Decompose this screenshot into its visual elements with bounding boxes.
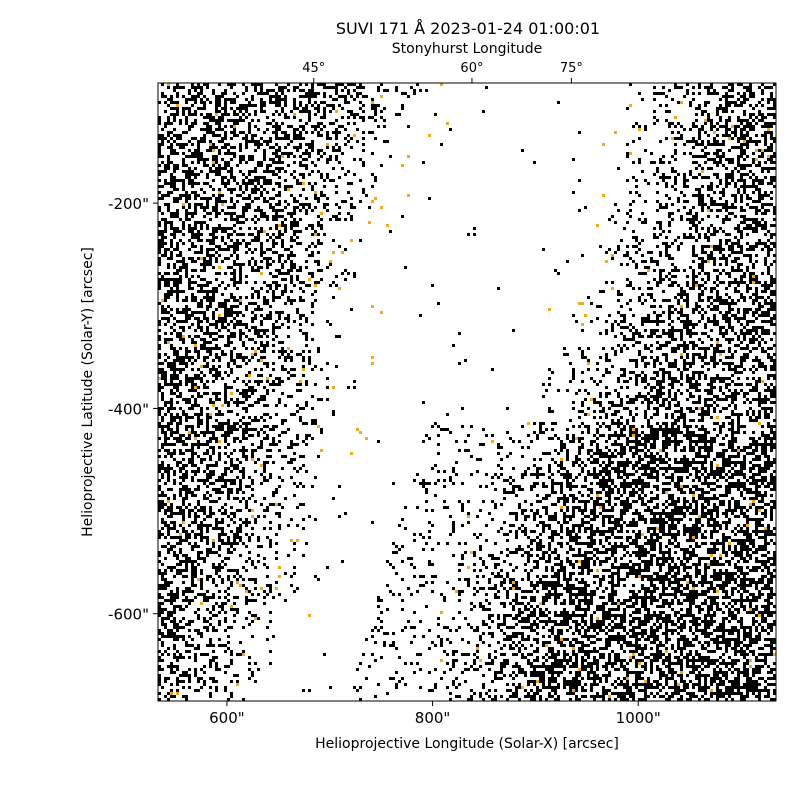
- x-tick-label: 1000": [616, 709, 661, 727]
- top-tick-label: 75°: [560, 61, 583, 76]
- image: [158, 83, 776, 701]
- y-tick-label: -600": [108, 606, 149, 624]
- plot-frame: [157, 82, 777, 702]
- image-pixels: [158, 83, 776, 701]
- y-tick-label: -400": [108, 400, 149, 418]
- x-tick-label: 600": [209, 709, 245, 727]
- x-tick-label: 800": [415, 709, 451, 727]
- top-tick-label: 60°: [460, 61, 483, 76]
- top-tick-label: 45°: [302, 61, 325, 76]
- y-tick-label: -200": [108, 195, 149, 213]
- chart-title: SUVI 171 Å 2023-01-24 01:00:01: [336, 19, 600, 38]
- x-axis-label: Helioprojective Longitude (Solar-X) [arc…: [315, 736, 619, 752]
- top-axis-label: Stonyhurst Longitude: [392, 41, 542, 57]
- y-axis-label: Helioprojective Latitude (Solar-Y) [arcs…: [80, 247, 96, 537]
